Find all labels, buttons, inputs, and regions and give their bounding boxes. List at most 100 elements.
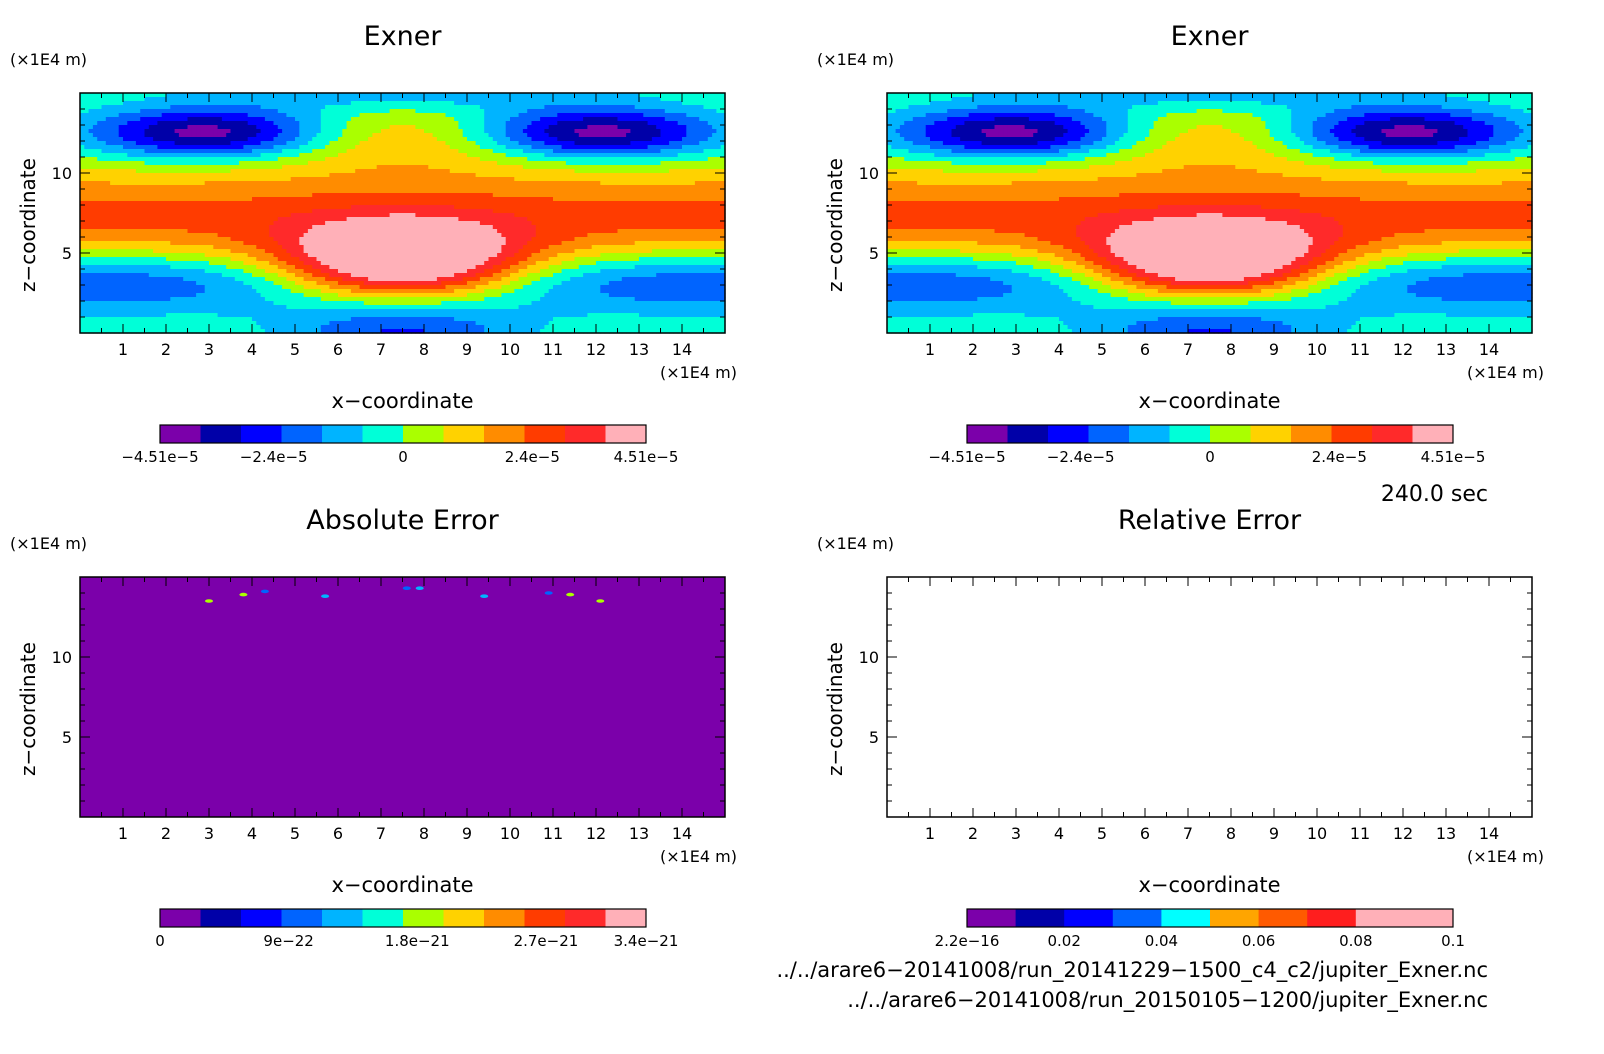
field-cell xyxy=(479,181,485,186)
field-cell xyxy=(449,97,455,102)
field-cell xyxy=(415,161,421,166)
field-cell xyxy=(316,217,322,222)
field-cell xyxy=(333,145,339,150)
field-cell xyxy=(389,129,395,134)
field-cell xyxy=(157,161,163,166)
field-cell xyxy=(707,105,713,110)
field-cell xyxy=(424,121,429,126)
field-cell xyxy=(613,125,619,130)
field-cell xyxy=(553,129,558,134)
field-cell xyxy=(690,129,696,134)
field-cell xyxy=(393,113,399,118)
field-cell xyxy=(471,109,477,114)
field-cell xyxy=(342,125,348,130)
field-cell xyxy=(647,221,653,226)
field-cell xyxy=(123,165,128,170)
field-cell xyxy=(398,177,404,182)
field-cell xyxy=(127,141,133,146)
field-cell xyxy=(239,197,244,202)
field-cell xyxy=(639,117,644,122)
field-cell xyxy=(355,133,361,138)
field-cell xyxy=(707,109,713,114)
field-cell xyxy=(449,201,455,206)
field-cell xyxy=(299,221,305,226)
field-cell xyxy=(411,101,416,106)
field-cell xyxy=(613,121,619,126)
field-cell xyxy=(329,189,335,194)
field-cell xyxy=(213,153,219,158)
field-cell xyxy=(445,149,451,154)
field-cell xyxy=(114,105,120,110)
field-cell xyxy=(458,161,464,166)
field-cell xyxy=(114,125,120,130)
field-cell xyxy=(204,217,210,222)
field-cell xyxy=(372,121,378,126)
field-cell xyxy=(712,221,717,226)
field-cell xyxy=(342,185,348,190)
field-cell xyxy=(312,177,318,182)
field-cell xyxy=(411,185,416,190)
field-cell xyxy=(166,93,171,98)
field-cell xyxy=(630,189,636,194)
field-cell xyxy=(497,205,502,210)
field-cell xyxy=(398,133,404,138)
field-cell xyxy=(226,201,232,206)
field-cell xyxy=(514,137,520,142)
field-cell xyxy=(553,177,558,182)
field-cell xyxy=(600,169,606,174)
field-cell xyxy=(479,137,485,142)
field-cell xyxy=(454,217,459,222)
field-cell xyxy=(148,225,154,230)
field-cell xyxy=(716,193,722,198)
field-cell xyxy=(677,93,683,98)
field-cell xyxy=(488,205,494,210)
field-cell xyxy=(548,113,554,118)
field-cell xyxy=(441,97,447,102)
field-cell xyxy=(140,157,146,162)
field-cell xyxy=(234,153,240,158)
field-cell xyxy=(479,105,485,110)
field-cell xyxy=(372,189,378,194)
field-cell xyxy=(484,201,490,206)
field-cell xyxy=(694,213,700,218)
field-cell xyxy=(131,193,137,198)
field-cell xyxy=(484,197,490,202)
field-cell xyxy=(664,165,670,170)
field-cell xyxy=(92,201,98,206)
field-cell xyxy=(682,97,687,102)
field-cell xyxy=(398,137,404,142)
field-cell xyxy=(299,109,305,114)
field-cell xyxy=(140,93,146,98)
field-cell xyxy=(411,189,416,194)
field-cell xyxy=(591,153,597,158)
field-cell xyxy=(699,221,705,226)
field-cell xyxy=(436,129,442,134)
field-cell xyxy=(110,145,115,150)
field-cell xyxy=(587,169,593,174)
field-cell xyxy=(157,105,163,110)
field-cell xyxy=(123,101,128,106)
field-cell xyxy=(690,189,696,194)
field-cell xyxy=(342,209,348,214)
field-cell xyxy=(355,221,361,226)
field-cell xyxy=(656,169,662,174)
field-cell xyxy=(660,217,666,222)
field-cell xyxy=(677,177,683,182)
field-cell xyxy=(522,217,528,222)
field-cell xyxy=(123,153,128,158)
field-cell xyxy=(118,197,124,202)
field-cell xyxy=(114,129,120,134)
field-cell xyxy=(510,145,515,150)
field-cell xyxy=(178,169,184,174)
field-cell xyxy=(535,181,541,186)
field-cell xyxy=(634,181,640,186)
field-cell xyxy=(570,221,576,226)
field-cell xyxy=(256,189,262,194)
field-cell xyxy=(578,205,584,210)
field-cell xyxy=(363,173,369,178)
field-cell xyxy=(454,153,459,158)
field-cell xyxy=(402,145,408,150)
field-cell xyxy=(643,201,649,206)
field-cell xyxy=(501,165,507,170)
field-cell xyxy=(411,205,416,210)
